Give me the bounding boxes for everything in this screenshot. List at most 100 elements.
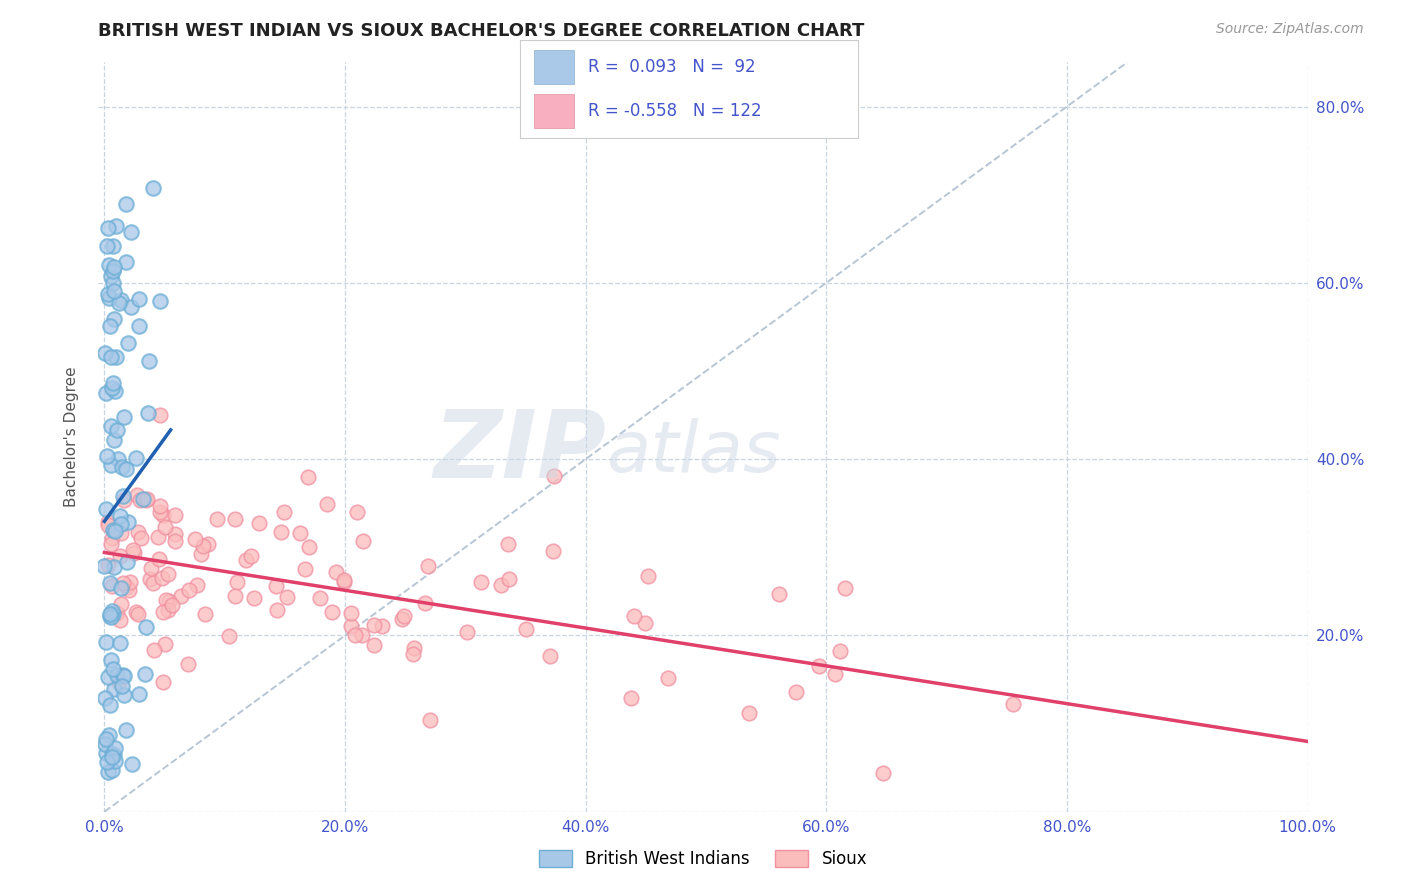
Point xyxy=(97,515,120,529)
Point xyxy=(101,579,124,593)
Point xyxy=(224,512,246,526)
Point xyxy=(138,354,160,368)
Point xyxy=(94,732,117,747)
Point xyxy=(97,728,120,742)
Point xyxy=(124,546,146,560)
Point xyxy=(148,293,170,308)
Point xyxy=(183,533,205,547)
Point xyxy=(346,505,368,519)
Point xyxy=(392,609,415,624)
Point xyxy=(120,300,142,314)
Point xyxy=(104,384,127,398)
Point xyxy=(141,561,163,575)
Point xyxy=(94,737,117,751)
Point xyxy=(97,558,120,572)
Point xyxy=(110,517,132,532)
Point xyxy=(129,531,152,545)
Point xyxy=(104,524,127,538)
Point xyxy=(370,618,392,632)
Point xyxy=(103,276,125,290)
Point xyxy=(118,583,141,598)
Point xyxy=(363,618,385,632)
Point xyxy=(101,531,124,545)
Point xyxy=(163,527,186,541)
Point xyxy=(97,221,120,235)
Point xyxy=(136,406,159,420)
Point xyxy=(325,566,347,580)
Bar xyxy=(534,50,574,85)
Point xyxy=(101,750,124,764)
Point xyxy=(333,575,356,590)
Point xyxy=(177,657,200,671)
Point xyxy=(321,605,343,619)
Point xyxy=(1002,698,1025,712)
Point xyxy=(114,197,136,211)
Point xyxy=(120,225,142,239)
Bar xyxy=(534,95,574,128)
Point xyxy=(125,488,148,502)
Point xyxy=(100,653,122,667)
Point xyxy=(541,543,564,558)
Point xyxy=(115,255,138,269)
Point xyxy=(110,582,132,596)
Point xyxy=(100,350,122,364)
Point xyxy=(104,350,127,364)
Point xyxy=(101,238,124,252)
Point xyxy=(205,511,228,525)
Point xyxy=(264,579,287,593)
Point xyxy=(110,597,132,611)
Point xyxy=(163,533,186,548)
Point xyxy=(111,489,134,503)
Point xyxy=(134,667,156,681)
Point xyxy=(103,260,125,274)
Point xyxy=(235,553,257,567)
Point xyxy=(115,581,138,595)
Point xyxy=(155,520,177,534)
Point xyxy=(105,423,128,437)
Point xyxy=(496,536,519,550)
Point xyxy=(94,345,117,359)
Point xyxy=(152,675,174,690)
Point xyxy=(132,491,155,506)
Point xyxy=(129,492,152,507)
Point xyxy=(96,502,118,516)
Point xyxy=(308,591,330,606)
Point xyxy=(98,259,121,273)
Point xyxy=(111,460,134,475)
Point xyxy=(94,691,117,706)
Point xyxy=(104,741,127,756)
Point xyxy=(136,491,159,506)
Point xyxy=(110,293,132,307)
Point xyxy=(149,408,172,422)
Point xyxy=(315,497,337,511)
Point xyxy=(103,662,125,676)
Text: R = -0.558   N = 122: R = -0.558 N = 122 xyxy=(588,103,761,120)
Point xyxy=(98,575,121,590)
Point xyxy=(117,335,139,350)
Point xyxy=(152,605,174,619)
Point xyxy=(194,607,217,622)
Point xyxy=(297,470,319,484)
Point xyxy=(498,572,520,586)
Point xyxy=(114,688,136,702)
Point xyxy=(637,568,659,582)
Point xyxy=(538,649,561,664)
Point xyxy=(103,312,125,326)
Point xyxy=(97,764,120,779)
Point xyxy=(100,536,122,550)
Point xyxy=(402,647,425,661)
Point xyxy=(127,524,149,539)
Point xyxy=(197,537,219,551)
Point xyxy=(135,620,157,634)
Point xyxy=(543,469,565,483)
Point xyxy=(100,269,122,284)
Point xyxy=(103,747,125,762)
Point xyxy=(191,539,214,553)
Point xyxy=(155,593,177,607)
Point xyxy=(96,755,118,769)
Point xyxy=(98,698,121,713)
Point xyxy=(97,670,120,684)
Point xyxy=(270,525,292,540)
Point xyxy=(103,284,125,298)
Point xyxy=(149,505,172,519)
